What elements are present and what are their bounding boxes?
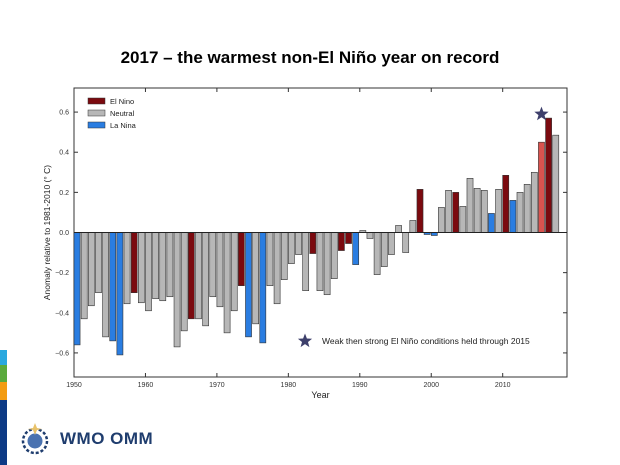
bar-1954 [102, 232, 109, 338]
bar-1976 [259, 232, 267, 344]
x-tick-label: 1960 [138, 382, 154, 389]
annotation-star-icon [297, 333, 313, 348]
wmo-emblem-icon [21, 423, 49, 455]
y-tick-label: −0.6 [55, 350, 69, 357]
bar-1983 [309, 232, 317, 254]
bar-1992 [373, 232, 381, 275]
side-strip-orange [0, 382, 7, 400]
bar-1970 [216, 232, 224, 308]
bar-1963 [166, 232, 174, 298]
bar-1958 [130, 232, 138, 294]
bar-2017 [552, 134, 560, 233]
bar-1989 [352, 232, 360, 265]
star-marker [534, 106, 549, 121]
bar-2011 [509, 200, 517, 233]
side-strip-navy [0, 400, 7, 465]
bar-1985 [323, 232, 331, 296]
legend-label: Neutral [110, 109, 135, 118]
bar-1960 [145, 232, 152, 312]
bar-1966 [188, 232, 195, 320]
bar-1997 [409, 220, 417, 233]
bar-1979 [280, 232, 288, 280]
bar-1991 [366, 232, 374, 239]
y-tick-label: 0.6 [59, 110, 69, 117]
bar-1967 [195, 232, 202, 320]
bar-1982 [302, 232, 310, 292]
bar-1978 [273, 232, 281, 305]
bar-1964 [173, 232, 181, 348]
bar-1977 [266, 232, 274, 286]
bar-1974 [245, 232, 252, 338]
bar-1996 [402, 232, 410, 253]
bar-1987 [338, 232, 345, 251]
bar-1969 [209, 232, 217, 298]
bar-2007 [480, 190, 488, 233]
bar-1955 [109, 232, 117, 342]
side-strip-blue [0, 350, 7, 365]
bar-2005 [466, 178, 474, 233]
bar-1981 [295, 232, 302, 255]
bar-2009 [495, 189, 502, 233]
wmo-logo-text: WMO OMM [60, 429, 154, 448]
bar-1986 [330, 232, 338, 279]
bar-1998 [416, 189, 424, 233]
bar-1950 [73, 232, 81, 346]
bar-1980 [288, 232, 295, 264]
bar-1965 [180, 232, 188, 332]
bar-1984 [316, 232, 324, 292]
bar-1988 [345, 232, 352, 244]
annotation-text: Weak then strong El Niño conditions held… [322, 336, 530, 346]
x-tick-label: 1980 [281, 382, 297, 389]
bar-1993 [380, 232, 388, 267]
x-tick-label: 1990 [352, 382, 368, 389]
y-tick-label: −0.2 [55, 270, 69, 277]
x-axis-label: Year [311, 390, 329, 400]
bar-1972 [230, 232, 238, 312]
legend-swatch-el-nino [87, 97, 106, 105]
bar-1959 [138, 232, 145, 304]
y-tick-label: 0.0 [59, 230, 69, 237]
bar-1995 [395, 225, 402, 233]
bar-2014 [530, 171, 538, 233]
bar-2008 [488, 213, 495, 233]
wmo-logo: WMO OMM [18, 422, 153, 456]
bar-1957 [123, 232, 131, 305]
y-tick-label: −0.4 [55, 310, 69, 317]
bar-1975 [252, 232, 259, 325]
bar-2003 [452, 192, 460, 233]
bar-1973 [238, 232, 245, 286]
bar-2013 [523, 184, 531, 233]
y-axis-label: Anomaly relative to 1981-2010 (° C) [42, 165, 52, 300]
y-tick-label: 0.2 [59, 190, 69, 197]
bar-2010 [502, 175, 510, 233]
bar-2002 [445, 190, 452, 233]
x-tick-label: 1950 [66, 382, 82, 389]
bar-1951 [80, 232, 88, 320]
bar-1994 [388, 232, 395, 255]
bar-1962 [159, 232, 167, 302]
bar-1956 [116, 232, 124, 356]
bar-2016 [545, 117, 552, 233]
legend-label: El Nino [110, 97, 134, 106]
bar-2015 [538, 141, 545, 233]
bar-2004 [459, 206, 467, 233]
bar-1968 [202, 232, 209, 327]
side-strip-green [0, 365, 7, 382]
bar-2001 [438, 207, 445, 233]
bar-1953 [95, 232, 102, 294]
x-tick-label: 2000 [423, 382, 439, 389]
y-tick-label: 0.4 [59, 150, 69, 157]
bar-2006 [473, 188, 481, 233]
bar-1971 [223, 232, 231, 334]
legend-swatch-la-nina [87, 121, 106, 129]
x-tick-label: 1970 [209, 382, 225, 389]
bar-1952 [87, 232, 95, 307]
bar-2012 [516, 192, 524, 233]
legend-swatch-neutral [87, 109, 106, 117]
slide-title: 2017 – the warmest non-El Niño year on r… [120, 48, 500, 67]
x-tick-label: 2010 [495, 382, 511, 389]
bar-1961 [152, 232, 159, 300]
legend-label: La Nina [110, 121, 137, 130]
